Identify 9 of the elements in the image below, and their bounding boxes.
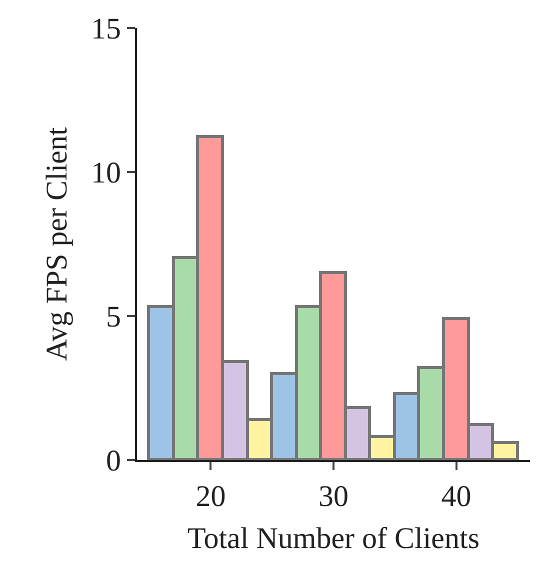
y-tick-label: 5	[106, 300, 121, 334]
x-tick-label: 40	[441, 480, 472, 513]
x-axis-title: Total Number of Clients	[187, 522, 480, 555]
x-tick-label: 20	[196, 480, 226, 513]
y-tick-label: 0	[106, 444, 121, 478]
x-tick-label: 30	[318, 480, 348, 513]
y-tick-label: 15	[91, 12, 121, 46]
y-tick-label: 10	[91, 156, 121, 190]
y-axis-title: Avg FPS per Client	[40, 126, 74, 361]
